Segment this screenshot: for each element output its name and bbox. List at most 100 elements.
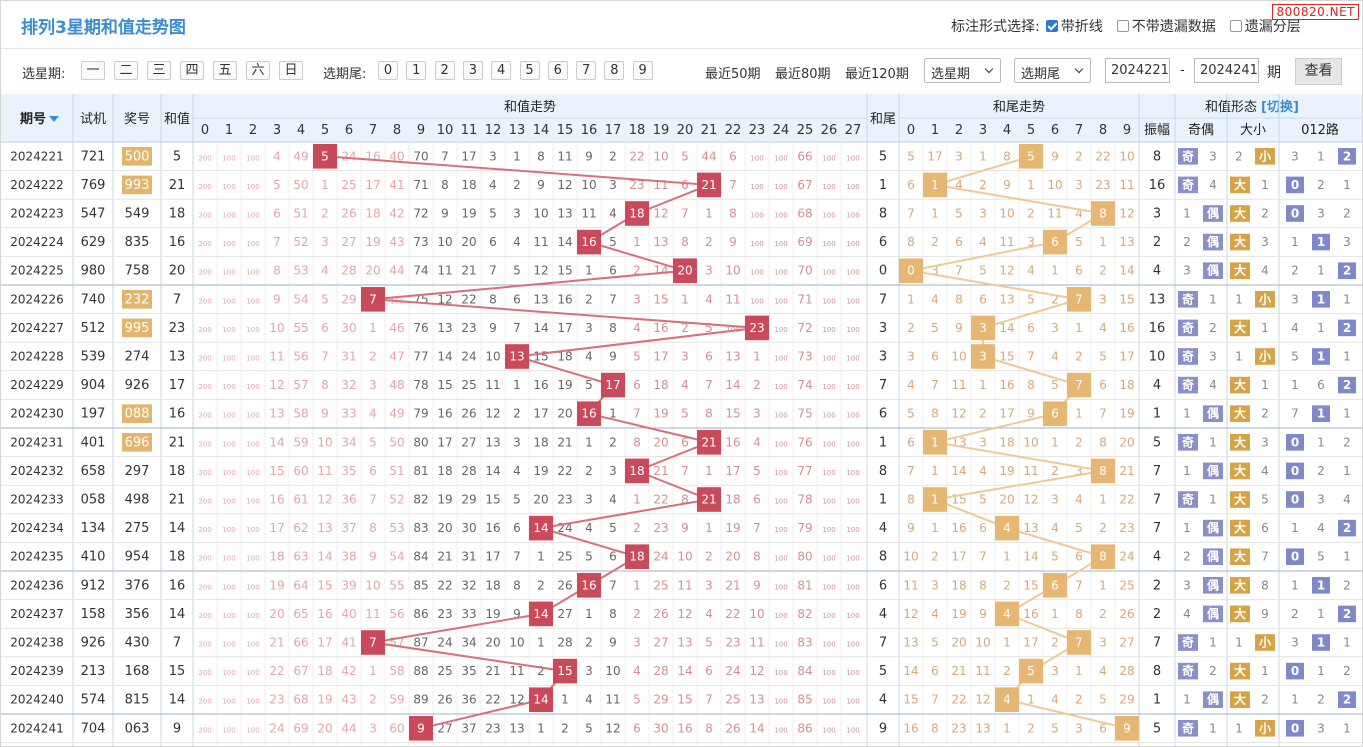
sum-omission-cell: 27 [557,607,572,621]
sum-omission-cell: 100 [846,269,859,277]
sort-desc-icon[interactable] [49,116,59,122]
header-parity: 奇偶 [1188,122,1214,138]
sum-omission-cell: 34 [461,636,476,650]
sum-omission-cell: 100 [222,526,235,534]
tail-select[interactable]: 选期尾 [1014,58,1091,83]
size-omission: 1 [1235,636,1243,650]
header-sum-trend: 和值走势 [504,99,556,115]
sum-ball [601,372,625,398]
sum-omission-cell: 100 [822,698,835,706]
query-button[interactable]: 查看 [1295,58,1342,85]
sum-omission-cell: 66 [797,149,812,163]
tail-column-header: 6 [1051,123,1059,138]
recent-120-link[interactable]: 最近120期 [845,67,909,82]
tail-value-cell: 3 [879,321,887,336]
tail-omission-cell: 17 [1119,350,1134,364]
tail-box-8[interactable]: 8 [604,61,625,80]
size-omission: 4 [1261,264,1269,278]
period-cell: 2024223 [10,207,63,221]
tail-omission-cell: 11 [1119,178,1134,192]
tail-omission-cell: 10 [999,207,1014,221]
tail-box-3[interactable]: 3 [462,61,483,80]
weekday-select[interactable]: 选星期 [924,58,1001,83]
tail-box-4[interactable]: 4 [491,61,512,80]
sum-omission-cell: 3 [681,350,689,364]
tail-box-1[interactable]: 1 [406,61,427,80]
checkbox-checked-icon[interactable] [1045,20,1058,32]
sum-omission-cell: 3 [705,264,713,278]
size-badge-text: 小 [1259,635,1271,650]
sum-omission-cell: 100 [774,698,787,706]
sum-omission-cell: 8 [705,721,713,735]
option-no-omission[interactable]: 不带遗漏数据 [1116,16,1216,36]
weekday-box-五[interactable]: 五 [213,61,237,80]
sum-omission-cell: 11 [605,693,620,707]
sum-omission-cell: 100 [246,526,259,534]
tail-omission-cell: 5 [955,207,963,221]
weekday-box-四[interactable]: 四 [180,61,204,80]
weekday-box-二[interactable]: 二 [114,61,138,80]
prize-highlight [122,147,152,166]
sum-value-cell: 16 [169,407,186,422]
tail-omission-cell: 4 [1075,493,1083,507]
sum-omission-cell: 9 [489,321,497,335]
sum-omission-cell: 13 [653,235,668,249]
option-omission-layer[interactable]: 遗漏分层 [1229,16,1301,36]
sum-omission-cell: 100 [846,698,859,706]
tail-box-6[interactable]: 6 [547,61,568,80]
route-omission: 4 [1317,521,1325,535]
sum-omission-cell: 18 [557,350,572,364]
sum-omission-cell: 11 [533,235,548,249]
tail-omission-cell: 11 [975,664,990,678]
weekday-box-六[interactable]: 六 [246,61,270,80]
recent-80-link[interactable]: 最近80期 [775,67,831,82]
checkbox-icon[interactable] [1229,20,1242,32]
header-period[interactable]: 期号 [20,112,46,127]
tail-omission-cell: 17 [999,407,1014,421]
sum-omission-cell: 100 [222,240,235,248]
sum-omission-cell: 4 [633,321,641,335]
weekday-box-日[interactable]: 日 [279,61,303,80]
tail-value-cell: 8 [879,550,887,565]
parity-omission: 1 [1209,493,1217,507]
route-badge [1312,405,1330,422]
tail-box-9[interactable]: 9 [632,61,653,80]
prize-highlight [122,175,152,195]
tail-box-7[interactable]: 7 [576,61,597,80]
tail-value-cell: 7 [879,378,887,393]
tail-box-5[interactable]: 5 [519,61,540,80]
start-period-input[interactable]: 2024221 [1105,58,1170,83]
tail-column-header: 9 [1123,123,1131,138]
sum-omission-cell: 11 [725,292,740,306]
sum-omission-cell: 20 [533,493,548,507]
tail-omission-cell: 13 [1023,521,1038,535]
sum-omission-cell: 20 [485,636,500,650]
sum-omission-cell: 5 [633,350,641,364]
sum-ball [529,515,553,541]
tail-box-2[interactable]: 2 [434,61,455,80]
sum-omission-cell: 71 [413,178,428,192]
option-polyline[interactable]: 带折线 [1045,16,1103,36]
checkbox-icon[interactable] [1116,20,1129,32]
weekday-box-三[interactable]: 三 [147,61,171,80]
sum-omission-cell: 3 [489,149,497,163]
tail-value-cell: 3 [879,350,887,365]
sum-omission-cell: 28 [653,664,668,678]
switch-link[interactable]: [切换] [1261,99,1299,115]
size-omission: 1 [1235,721,1243,735]
end-period-input[interactable]: 2024241 [1194,58,1259,83]
sum-omission-cell: 100 [846,326,859,334]
sum-omission-cell: 100 [846,183,859,191]
tail-omission-cell: 5 [979,264,987,278]
tail-box-0[interactable]: 0 [378,61,398,80]
tail-ball [1067,630,1091,655]
sum-omission-cell: 4 [369,407,377,421]
tail-ball-text: 3 [979,350,987,364]
sum-omission-cell: 58 [389,664,404,678]
recent-50-link[interactable]: 最近50期 [705,67,761,82]
weekday-box-一[interactable]: 一 [81,61,105,80]
route-badge-text: 2 [1343,378,1351,392]
route-badge-text: 1 [1317,292,1325,306]
sum-omission-cell: 100 [222,669,235,677]
